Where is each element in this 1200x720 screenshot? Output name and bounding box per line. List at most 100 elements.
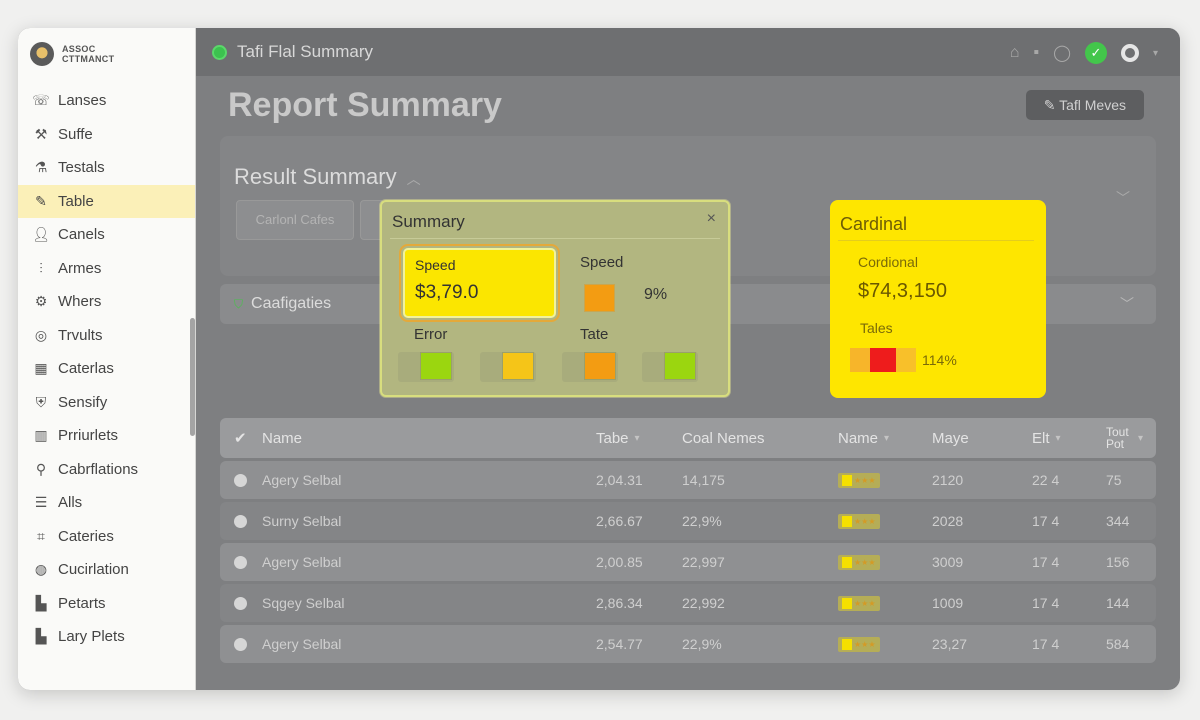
filter-chip[interactable]: Carlonl Cafes [236, 200, 354, 240]
header-action-button[interactable]: ✎ Tafl Meves [1025, 90, 1144, 120]
color-swatch[interactable] [562, 352, 618, 382]
sidebar-item-cabrflations[interactable]: ⚲ Cabrflations [18, 453, 195, 487]
sidebar-item-armes[interactable]: ⫶ Armes [18, 252, 195, 286]
row-select-icon[interactable] [234, 555, 247, 569]
cell-coal: 14,175 [682, 472, 725, 488]
chevron-up-icon[interactable]: ︿ [406, 171, 421, 187]
column-header[interactable]: Coal Nemes [682, 418, 765, 458]
globe-icon: ◍ [34, 561, 48, 578]
cell-coal: 22,992 [682, 595, 725, 611]
sidebar-item-testals[interactable]: ⚗ Testals [18, 151, 195, 185]
shield-icon: ⛨ [35, 393, 47, 410]
row-select-icon[interactable] [234, 473, 247, 487]
cell-maye: 1009 [932, 595, 964, 611]
table-row[interactable]: Agery Selbal 2,04.31 14,175 ★★★ 2120 22 … [220, 461, 1156, 499]
check-icon[interactable]: ✓ [1084, 42, 1107, 64]
cell-maye: 2120 [932, 472, 964, 488]
summary-title: Summary [392, 212, 465, 231]
titlebar: Tafi Flal Summary ⌂ ▪ ◯ ✓ ▾ [196, 28, 1180, 76]
cardinal-card[interactable]: Cardinal Cordional $74,3,150 Tales 114% [830, 200, 1046, 398]
cell-tabe: 2,04.31 [596, 472, 643, 488]
user-avatar-icon[interactable] [1120, 44, 1139, 62]
row-select-icon[interactable] [234, 596, 247, 610]
result-summary-title[interactable]: Result Summary ︿ [234, 164, 421, 190]
cardinal-bar [850, 348, 916, 372]
sidebar-item-petarts[interactable]: ▙ Petarts [18, 587, 195, 621]
cell-pot: 584 [1106, 636, 1130, 652]
table-header-row: ✔ Name Tabe ▾ Coal Nemes Name ▾ Maye Elt ▾ … [220, 418, 1156, 458]
column-header[interactable]: Maye [932, 418, 969, 458]
row-select-icon[interactable] [234, 637, 247, 651]
shield-icon: ⛉ [234, 297, 244, 311]
sidebar-item-label: Sensify [58, 393, 108, 411]
speed-card[interactable]: Speed $3,79.0 [399, 244, 560, 322]
table-row[interactable]: Agery Selbal 2,54.77 22,9% ★★★ 23,27 17 … [220, 625, 1156, 663]
column-header[interactable]: Tabe ▾ [596, 418, 640, 458]
select-all-icon[interactable]: ✔ [234, 430, 247, 447]
sidebar-item-label: Lary Plets [58, 628, 125, 646]
tool-icon: ✎ [1043, 97, 1060, 113]
sidebar-item-cucirlation[interactable]: ◍ Cucirlation [18, 553, 195, 587]
table-row[interactable]: Surny Selbal 2,66.67 22,9% ★★★ 2028 17 4… [220, 502, 1156, 540]
bookmark-icon[interactable]: ▪ [1033, 44, 1040, 61]
cell-elt: 17 4 [1032, 595, 1060, 611]
sidebar-item-sensify[interactable]: ⛨ Sensify [18, 386, 195, 420]
cell-coal: 22,9% [682, 513, 722, 529]
sidebar-item-table[interactable]: ✎ Table [18, 184, 195, 218]
close-icon[interactable]: × [706, 210, 716, 227]
cardinal-title: Cardinal [840, 214, 908, 234]
table-row[interactable]: Agery Selbal 2,00.85 22,997 ★★★ 3009 17 … [220, 543, 1156, 581]
column-header[interactable]: Name [262, 418, 302, 458]
rating-badge: ★★★ [838, 636, 880, 652]
column-header[interactable]: Name ▾ [838, 418, 889, 458]
sidebar-item-label: Trvults [58, 326, 103, 344]
gear-icon: ⚙ [34, 293, 48, 310]
sidebar-item-alls[interactable]: ☰ Alls [18, 486, 195, 520]
sidebar-item-label: Whers [58, 293, 102, 311]
color-swatch[interactable] [398, 352, 454, 382]
sidebar-item-label: Cateries [58, 527, 114, 545]
column-header-label: Maye [932, 429, 969, 447]
column-header-label: Name [262, 429, 303, 447]
chevron-down-icon[interactable]: ﹀ [1116, 190, 1130, 206]
cell-maye: 2028 [932, 513, 964, 529]
cardinal-subtitle: Cordional [858, 254, 918, 270]
flask-icon: ⚗ [34, 159, 48, 176]
tools-icon: ⚒ [34, 125, 48, 142]
sidebar-item-label: Caterlas [58, 360, 114, 378]
column-header[interactable]: Elt ▾ [1032, 418, 1061, 458]
header-action-label: Tafl Meves [1059, 97, 1126, 113]
cell-name: Agery Selbal [262, 472, 342, 488]
color-swatch[interactable] [480, 352, 536, 382]
chevron-down-icon[interactable]: ﹀ [1120, 296, 1134, 312]
summary-popup: Summary × Speed $3,79.0 Speed 9% Error T… [380, 200, 730, 397]
column-header-label: Coal Nemes [682, 429, 765, 447]
speed-value: $3,79.0 [415, 282, 479, 303]
cell-pot: 344 [1106, 513, 1130, 529]
sidebar-item-prriurlets[interactable]: ▥ Prriurlets [18, 419, 195, 453]
sidebar-item-lary-plets[interactable]: ▙ Lary Plets [18, 620, 195, 654]
color-swatch[interactable] [642, 352, 698, 382]
chevron-down-icon[interactable]: ▾ [1152, 47, 1158, 59]
swatch-fill [664, 352, 696, 380]
help-icon[interactable]: ◯ [1053, 45, 1071, 62]
sidebar-item-cateries[interactable]: ⌗ Cateries [18, 520, 195, 554]
chart-bar-icon: ▙ [35, 628, 47, 645]
sidebar-item-lanses[interactable]: ☏ Lanses [18, 84, 195, 118]
sidebar-item-canels[interactable]: 👤︎ Canels [18, 218, 195, 252]
table-row[interactable]: Sqgey Selbal 2,86.34 22,992 ★★★ 1009 17 … [220, 584, 1156, 622]
sidebar-item-suffe[interactable]: ⚒ Suffe [18, 118, 195, 152]
sidebar-item-whers[interactable]: ⚙ Whers [18, 285, 195, 319]
sidebar-scrollbar[interactable] [190, 318, 195, 436]
column-header[interactable]: Tout Pot ▾ [1106, 418, 1143, 458]
home-icon[interactable]: ⌂ [1009, 44, 1020, 61]
building-icon: ▙ [35, 594, 47, 611]
sidebar-item-trvults[interactable]: ◎ Trvults [18, 319, 195, 353]
sidebar-item-caterlas[interactable]: ▦ Caterlas [18, 352, 195, 386]
sort-icon: ▾ [884, 432, 890, 444]
column-header-label: Tabe [596, 429, 629, 447]
row-select-icon[interactable] [234, 514, 247, 528]
rating-badge: ★★★ [838, 472, 880, 488]
user-icon: 👤︎ [32, 226, 50, 243]
brand[interactable]: ASSOC CTTMANCT [18, 28, 195, 80]
